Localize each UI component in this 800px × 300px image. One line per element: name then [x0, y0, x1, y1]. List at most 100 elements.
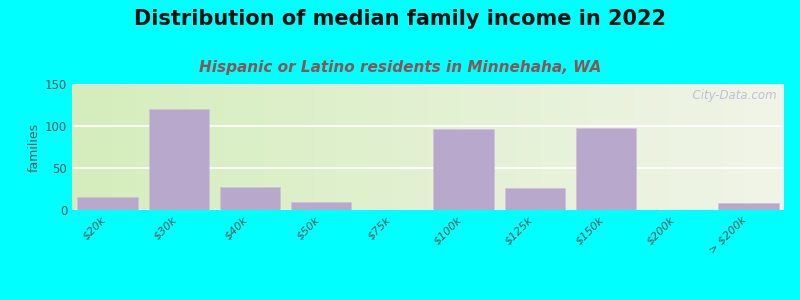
Bar	[752, 84, 755, 210]
Bar	[492, 84, 496, 210]
Bar	[634, 84, 638, 210]
Bar	[118, 84, 122, 210]
Bar	[360, 84, 364, 210]
Bar	[239, 84, 243, 210]
Bar	[310, 84, 314, 210]
Bar	[777, 84, 781, 210]
Bar	[695, 84, 698, 210]
Bar	[670, 84, 674, 210]
Bar	[710, 84, 713, 210]
Bar	[322, 84, 325, 210]
Bar	[126, 84, 129, 210]
Bar	[207, 84, 211, 210]
Bar	[546, 84, 549, 210]
Bar	[531, 84, 534, 210]
Bar	[781, 84, 784, 210]
Bar	[182, 84, 186, 210]
Bar	[168, 84, 172, 210]
Text: Hispanic or Latino residents in Minnehaha, WA: Hispanic or Latino residents in Minnehah…	[199, 60, 601, 75]
Bar	[328, 84, 332, 210]
Bar	[371, 84, 374, 210]
Bar	[418, 84, 421, 210]
Bar	[624, 84, 627, 210]
Bar	[220, 187, 280, 210]
Bar	[681, 84, 684, 210]
Bar	[478, 84, 482, 210]
Bar	[335, 84, 339, 210]
Bar	[149, 109, 209, 210]
Bar	[474, 84, 478, 210]
Bar	[517, 84, 521, 210]
Bar	[271, 84, 275, 210]
Bar	[723, 84, 727, 210]
Bar	[186, 84, 190, 210]
Bar	[595, 84, 599, 210]
Bar	[75, 84, 79, 210]
Bar	[718, 203, 778, 210]
Bar	[346, 84, 350, 210]
Bar	[688, 84, 691, 210]
Bar	[691, 84, 695, 210]
Bar	[663, 84, 666, 210]
Bar	[450, 84, 453, 210]
Bar	[122, 84, 126, 210]
Bar	[585, 84, 588, 210]
Bar	[307, 84, 310, 210]
Bar	[749, 84, 752, 210]
Bar	[289, 84, 293, 210]
Bar	[446, 84, 450, 210]
Bar	[560, 84, 563, 210]
Bar	[535, 84, 538, 210]
Bar	[431, 84, 435, 210]
Bar	[250, 84, 254, 210]
Bar	[296, 84, 300, 210]
Bar	[303, 84, 307, 210]
Bar	[502, 84, 506, 210]
Bar	[421, 84, 425, 210]
Text: City-Data.com: City-Data.com	[686, 89, 777, 102]
Bar	[738, 84, 742, 210]
Bar	[489, 84, 492, 210]
Bar	[602, 84, 606, 210]
Bar	[638, 84, 642, 210]
Bar	[204, 84, 207, 210]
Bar	[275, 84, 278, 210]
Bar	[382, 84, 386, 210]
Bar	[374, 84, 378, 210]
Bar	[114, 84, 118, 210]
Bar	[406, 84, 410, 210]
Bar	[706, 84, 710, 210]
Bar	[264, 84, 268, 210]
Bar	[389, 84, 393, 210]
Bar	[435, 84, 438, 210]
Bar	[538, 84, 542, 210]
Bar	[261, 84, 264, 210]
Bar	[716, 84, 720, 210]
Bar	[570, 84, 574, 210]
Bar	[214, 84, 218, 210]
Bar	[713, 84, 716, 210]
Bar	[745, 84, 749, 210]
Bar	[521, 84, 524, 210]
Bar	[278, 84, 282, 210]
Bar	[104, 84, 107, 210]
Bar	[563, 84, 567, 210]
Bar	[542, 84, 546, 210]
Bar	[656, 84, 659, 210]
Bar	[553, 84, 556, 210]
Bar	[143, 84, 146, 210]
Bar	[282, 84, 286, 210]
Bar	[200, 84, 204, 210]
Bar	[107, 84, 111, 210]
Bar	[606, 84, 610, 210]
Bar	[434, 129, 494, 210]
Bar	[378, 84, 382, 210]
Bar	[339, 84, 342, 210]
Bar	[485, 84, 489, 210]
Bar	[229, 84, 232, 210]
Bar	[659, 84, 663, 210]
Bar	[150, 84, 154, 210]
Bar	[514, 84, 517, 210]
Bar	[97, 84, 101, 210]
Bar	[193, 84, 197, 210]
